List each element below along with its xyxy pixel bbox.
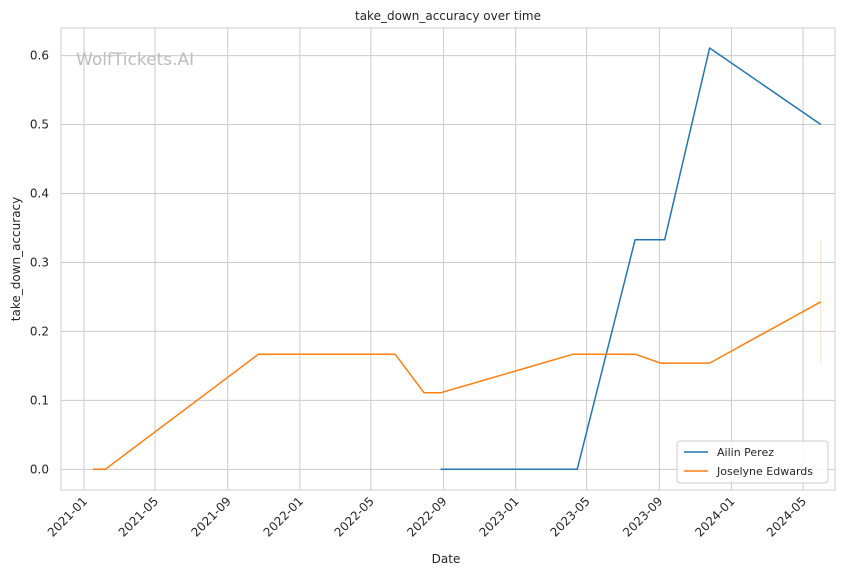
x-tick-labels: 2021-01 2021-05 2021-09 2022-01 2022-05 2022-… [45,494,809,539]
series-line-joselyne-edwards [92,301,822,471]
legend: Ailin Perez Joselyne Edwards [676,440,829,484]
legend-box [676,440,829,484]
legend-label-joselyne-edwards: Joselyne Edwards [716,465,813,478]
y-tick-label-0: 0.0 [30,462,49,476]
y-tick-label-3: 0.3 [30,255,49,269]
x-axis-label: Date [432,552,461,566]
legend-label-ailin-perez: Ailin Perez [717,446,774,459]
y-tick-labels: 0.0 0.1 0.2 0.3 0.4 0.5 0.6 [30,49,49,477]
chart-title: take_down_accuracy over time [355,9,541,23]
series-line-ailin-perez [440,47,822,471]
x-tick-label-8: 2023-09 [620,494,665,539]
y-tick-label-4: 0.4 [30,186,49,200]
series-layer [92,47,822,471]
x-tick-label-5: 2022-09 [404,494,449,539]
watermark: WolfTickets.AI [76,50,194,70]
y-tick-label-5: 0.5 [30,118,49,132]
y-tick-label-6: 0.6 [30,49,49,63]
x-tick-label-10: 2024-05 [764,494,809,539]
y-tick-label-2: 0.2 [30,324,49,338]
plot-frame [60,27,836,491]
x-tick-label-1: 2021-05 [116,494,161,539]
x-tick-label-3: 2022-01 [261,494,306,539]
y-axis-label: take_down_accuracy [9,197,23,321]
y-gridlines [61,55,835,470]
x-tick-label-0: 2021-01 [45,494,90,539]
x-tick-label-9: 2024-01 [692,494,737,539]
x-tick-label-4: 2022-05 [332,494,377,539]
x-tick-label-2: 2021-09 [189,494,234,539]
x-tick-label-6: 2023-01 [476,494,521,539]
plot-background [61,28,835,490]
x-tick-label-7: 2023-05 [547,494,592,539]
x-gridlines [83,28,804,490]
y-tick-label-1: 0.1 [30,393,49,407]
